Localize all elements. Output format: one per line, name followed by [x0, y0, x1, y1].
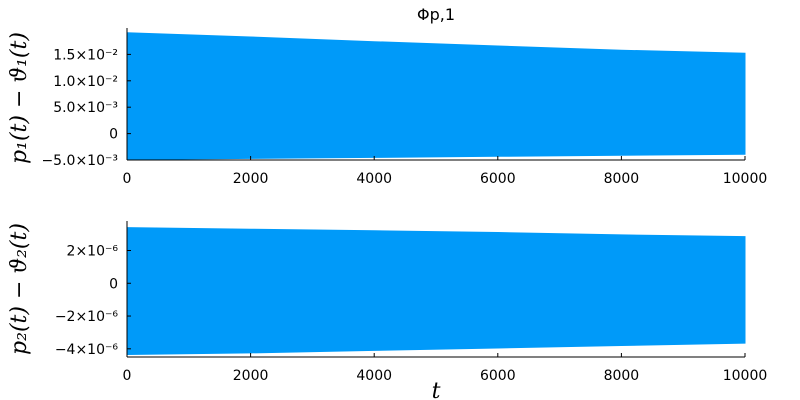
x-axis-label: t	[432, 379, 441, 400]
y-tick-label: 0	[109, 127, 118, 143]
x-tick-label: 6000	[480, 171, 516, 187]
series-band-1-0	[126, 227, 746, 356]
y-tick-label: 1.5×10⁻²	[53, 47, 118, 63]
y-tick-label: −5.0×10⁻³	[41, 153, 118, 169]
x-tick-label: 10000	[723, 171, 768, 187]
x-tick-label: 8000	[604, 171, 640, 187]
panel-bottom: p₂(t) − ϑ₂(t) t 0 2000 4000 6000 8000 10000 −4…	[7, 221, 767, 400]
x-tick-label: 4000	[356, 171, 392, 187]
y-tick-label: 5.0×10⁻³	[53, 100, 118, 116]
x-tick-label: 2000	[233, 368, 269, 384]
y-tick-label: −4×10⁻⁶	[55, 342, 119, 358]
panel-top: Φp,1 p₁(t) − ϑ₁(t) 0 2000 4000 6000 8000 1000…	[7, 5, 767, 187]
y-axis-label-bottom: p₂(t) − ϑ₂(t)	[7, 223, 32, 355]
y-tick-label: 2×10⁻⁶	[67, 243, 119, 259]
series-band-0-0	[126, 32, 746, 161]
x-tick-label: 8000	[604, 368, 640, 384]
y-tick-label: 0	[109, 276, 118, 292]
x-tick-label: 6000	[480, 368, 516, 384]
x-tick-label: 0	[123, 368, 132, 384]
x-tick-label: 0	[123, 171, 132, 187]
chart-title: Φp,1	[417, 5, 455, 24]
x-tick-label: 10000	[723, 368, 768, 384]
y-tick-label: 1.0×10⁻²	[53, 74, 118, 90]
x-tick-label: 2000	[233, 171, 269, 187]
y-axis-label-top: p₁(t) − ϑ₁(t)	[7, 32, 32, 164]
x-tick-label: 4000	[356, 368, 392, 384]
y-tick-label: −2×10⁻⁶	[55, 309, 119, 325]
